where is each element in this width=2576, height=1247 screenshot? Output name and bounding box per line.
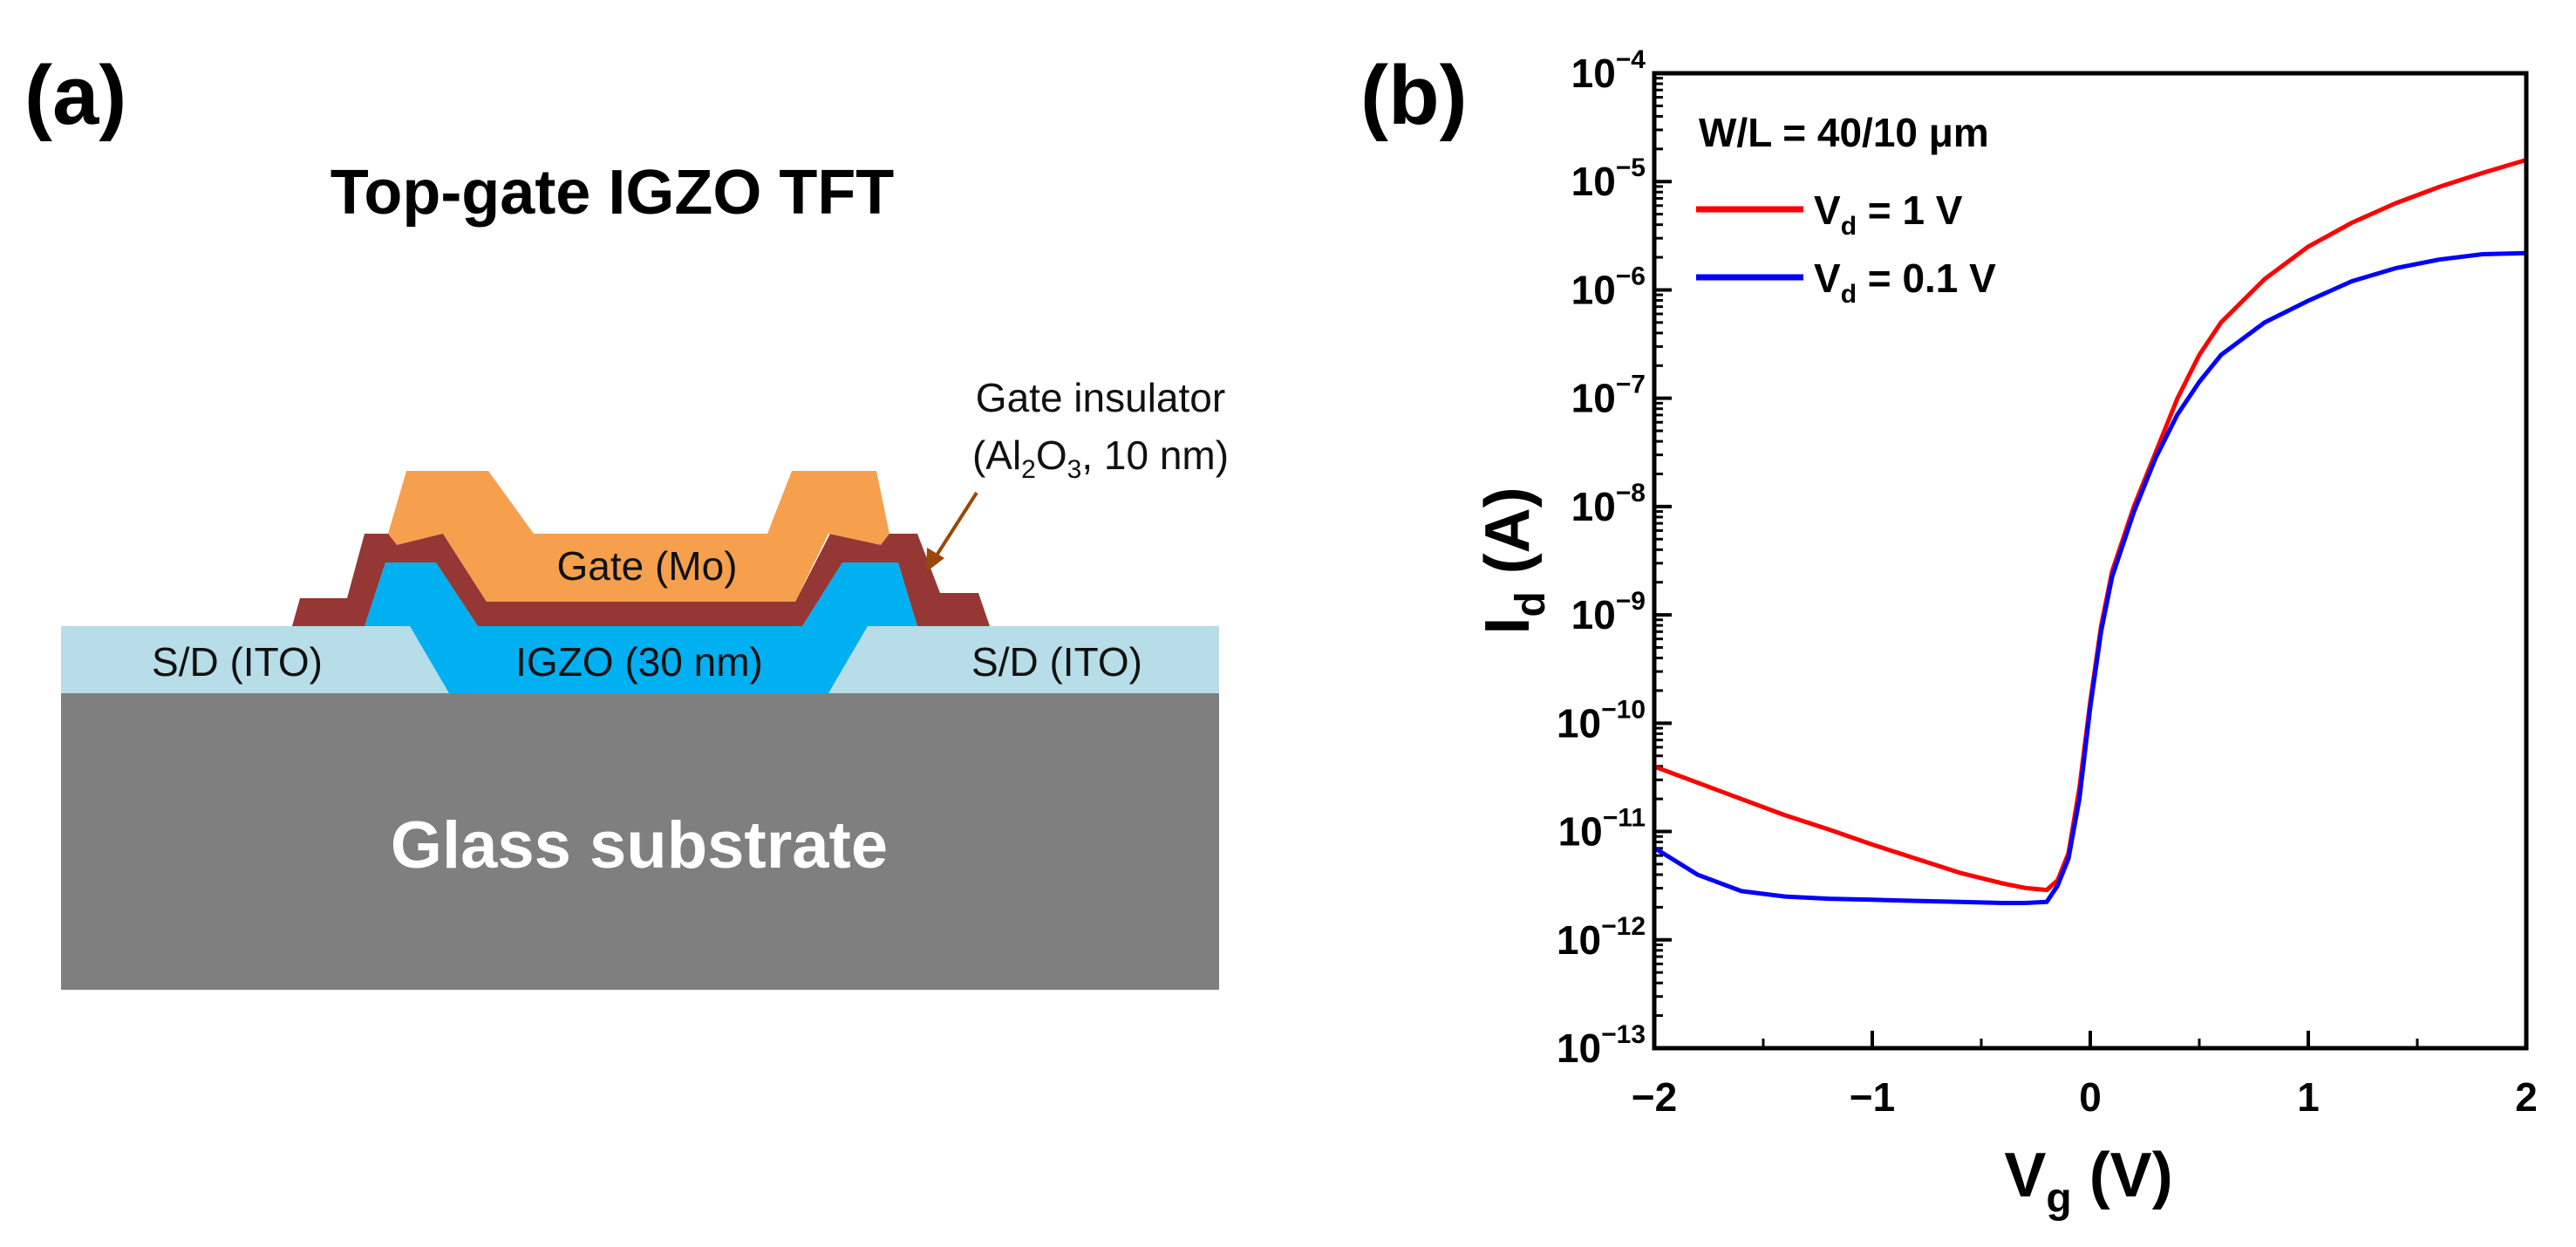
panel-a-label: (a) <box>24 49 126 142</box>
panel-b: (b) 10−410−510−610−710−810−910−1010−1110… <box>1360 45 2538 1222</box>
x-ticks <box>1653 1031 2528 1048</box>
gate-layer <box>388 471 889 534</box>
gate-lower <box>388 534 889 602</box>
glass-substrate <box>61 693 1219 990</box>
panel-a: (a) Top-gate IGZO TFT Gate (Mo) IGZO (30… <box>24 49 1229 990</box>
series-group <box>1653 158 2527 905</box>
plot-frame <box>1652 71 2529 1051</box>
y-axis-label: Id (A) <box>1473 487 1554 634</box>
legend-label-vd-1v: Vd = 1 V <box>1814 187 1963 241</box>
x-tick-label: 0 <box>2079 1074 2102 1120</box>
series-line-1 <box>1653 250 2527 905</box>
y-tick-label: 10−5 <box>1571 153 1646 204</box>
x-tick-label: −1 <box>1850 1074 1895 1120</box>
igzo-label: IGZO (30 nm) <box>515 639 763 685</box>
sd-right-label: S/D (ITO) <box>971 639 1142 685</box>
callout-arrowhead <box>926 548 944 572</box>
y-tick-label: 10−12 <box>1557 912 1646 963</box>
x-tick-label: 1 <box>2297 1074 2320 1120</box>
panel-b-label: (b) <box>1360 49 1468 142</box>
y-tick-label: 10−11 <box>1558 804 1646 855</box>
legend-label-vd-0-1v: Vd = 0.1 V <box>1814 256 1996 309</box>
plot-area <box>1652 71 2529 1051</box>
x-tick-labels: −2 −1 0 1 2 <box>1632 1074 2538 1120</box>
y-tick-label: 10−8 <box>1571 479 1646 529</box>
source-drain-right <box>828 626 1219 693</box>
insulator-label-line1: Gate insulator <box>976 375 1225 420</box>
panel-a-title: Top-gate IGZO TFT <box>331 158 895 228</box>
x-tick-label: −2 <box>1632 1074 1677 1120</box>
y-tick-label: 10−10 <box>1557 695 1646 746</box>
sd-left-label: S/D (ITO) <box>152 639 323 685</box>
y-tick-label: 10−13 <box>1557 1020 1646 1071</box>
substrate-label: Glass substrate <box>391 808 888 882</box>
callout-arrow <box>933 491 978 560</box>
gate-insulator-layer <box>292 534 990 626</box>
igzo-layer <box>365 562 917 693</box>
y-tick-labels: 10−4 10−5 10−6 10−7 10−8 10−9 10−10 10−11 10−12 1… <box>1557 45 1646 1071</box>
y-tick-label: 10−9 <box>1571 587 1646 637</box>
y-tick-label: 10−6 <box>1571 262 1646 312</box>
insulator-label-line2: (Al2O3, 10 nm) <box>972 433 1229 484</box>
chart-annotation: W/L = 40/10 μm <box>1699 110 1989 155</box>
legend: Vd = 1 V Vd = 0.1 V <box>1696 187 1996 309</box>
y-tick-label: 10−7 <box>1571 371 1646 421</box>
gate-label: Gate (Mo) <box>556 543 737 589</box>
y-major-ticks <box>1654 72 1672 1050</box>
x-tick-label: 2 <box>2515 1074 2538 1120</box>
x-axis-label: Vg (V) <box>2004 1141 2172 1222</box>
source-drain-left <box>61 626 449 693</box>
y-tick-label: 10−4 <box>1571 45 1646 96</box>
